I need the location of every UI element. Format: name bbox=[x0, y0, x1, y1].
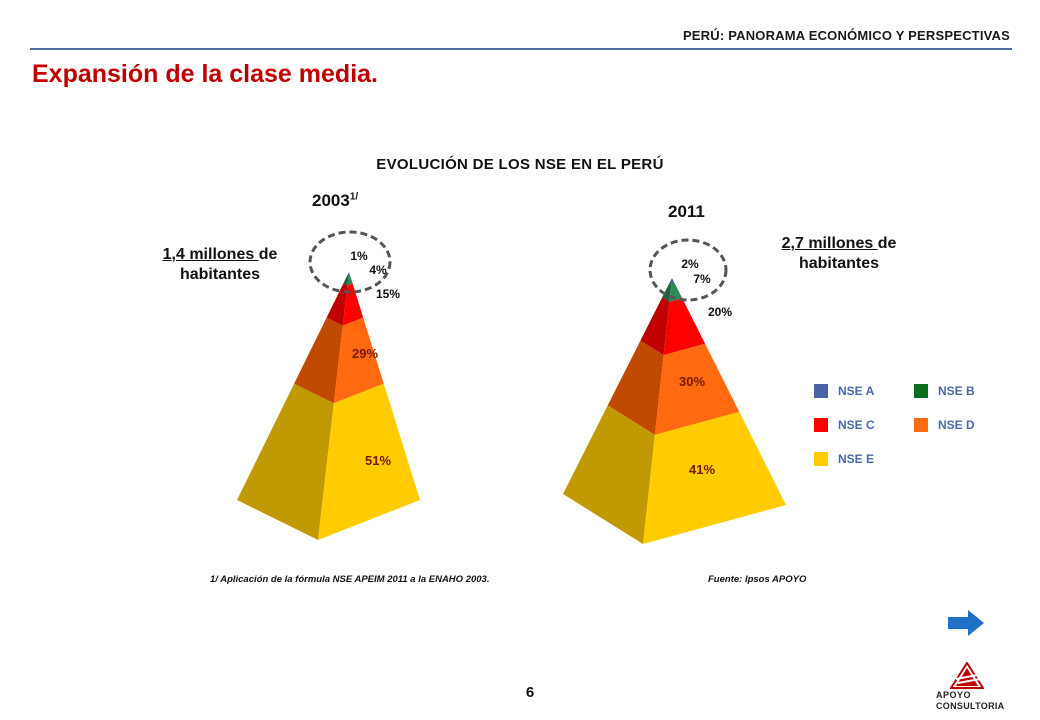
legend-swatch-nse-a bbox=[814, 384, 828, 398]
pyramid-2003-nse-e-left-face bbox=[237, 383, 334, 540]
arrow-right-icon[interactable] bbox=[946, 608, 986, 638]
pyramid-2011-nse-a-left-face bbox=[669, 278, 672, 284]
legend-item-nse-c: NSE C bbox=[814, 418, 914, 432]
chart-title: EVOLUCIÓN DE LOS NSE EN EL PERÚ bbox=[376, 156, 664, 173]
header-rule bbox=[30, 48, 1012, 50]
pyramid-2003-label-nse-a: 1% bbox=[350, 249, 368, 263]
pyramid-2011-label-nse-d: 30% bbox=[679, 374, 705, 389]
year-label-2003: 20031/ bbox=[312, 191, 359, 210]
pyramid-2011: 2%7% 20% 30% 41% bbox=[563, 238, 786, 544]
legend-swatch-nse-c bbox=[814, 418, 828, 432]
pyramid-2003-label-nse-b: 4% bbox=[369, 263, 387, 277]
population-2011-unit: habitantes bbox=[798, 255, 879, 272]
legend-item-nse-d: NSE D bbox=[914, 418, 1014, 432]
legend-item-nse-e: NSE E bbox=[814, 452, 914, 466]
pyramid-2003-label-nse-e: 51% bbox=[365, 453, 391, 468]
population-2003-amount: 1,4 millones bbox=[162, 246, 259, 263]
pyramid-2003-nse-d-front-face bbox=[333, 317, 384, 404]
pyramid-2003-nse-e-front-face bbox=[318, 383, 420, 540]
population-2003-unit: habitantes bbox=[179, 266, 260, 283]
pyramid-2011-nse-d-left-face bbox=[607, 340, 664, 435]
pyramid-2011-highlight-ring bbox=[648, 238, 728, 302]
pyramid-2011-nse-d-front-face bbox=[654, 343, 740, 435]
pyramid-2003-highlight-ring bbox=[308, 230, 392, 294]
population-2011: 2,7 millones de habitantes bbox=[781, 235, 897, 272]
page-title: Expansión de la clase media. bbox=[32, 60, 378, 88]
pyramid-2003-label-nse-d: 29% bbox=[352, 346, 378, 361]
pyramid-2003-nse-c-front-face bbox=[342, 283, 364, 326]
pyramid-2011-nse-e-front-face bbox=[643, 411, 786, 544]
legend-item-nse-a: NSE A bbox=[814, 384, 914, 398]
pyramid-2003-nse-b-front-face bbox=[347, 274, 353, 286]
page-number: 6 bbox=[525, 684, 535, 701]
pyramid-2011-nse-c-left-face bbox=[640, 297, 670, 356]
pyramid-2011-label-nse-e: 41% bbox=[689, 462, 715, 477]
population-2011-amount: 2,7 millones bbox=[781, 235, 878, 252]
legend-item-nse-b: NSE B bbox=[914, 384, 1014, 398]
year-label-2011: 2011 bbox=[668, 202, 705, 221]
pyramid-2011-label-nse-c: 20% bbox=[708, 305, 732, 319]
pyramid-2003-nse-a-front-face bbox=[348, 272, 350, 275]
pyramid-2011-label-nse-b: 7% bbox=[693, 272, 711, 286]
pyramid-2003-nse-c-left-face bbox=[326, 283, 348, 326]
pyramid-2011-nse-e-left-face bbox=[563, 405, 655, 544]
legend-swatch-nse-e bbox=[814, 452, 828, 466]
pyramid-2003: 1%4% 15% 29% 51% bbox=[237, 230, 420, 540]
logo-text-line2: CONSULTORIA bbox=[936, 701, 1005, 711]
header-text: PERÚ: PANORAMA ECONÓMICO Y PERSPECTIVAS bbox=[682, 28, 1010, 43]
pyramid-2003-label-nse-c: 15% bbox=[376, 287, 400, 301]
pyramid-2011-nse-a-front-face bbox=[671, 278, 675, 284]
apoyo-logo-icon bbox=[950, 662, 984, 689]
pyramid-2011-label-nse-a: 2% bbox=[681, 257, 699, 271]
pyramid-2003-nse-b-left-face bbox=[343, 274, 349, 286]
pyramid-2011-nse-c-front-face bbox=[663, 298, 706, 356]
population-2003: 1,4 millones de habitantes bbox=[162, 246, 278, 283]
legend-swatch-nse-b bbox=[914, 384, 928, 398]
year-note: 1/ bbox=[349, 191, 359, 203]
pyramid-2003-nse-d-left-face bbox=[294, 317, 343, 404]
pyramid-2003-nse-a-left-face bbox=[347, 272, 349, 275]
footnote: 1/ Aplicación de la fórmula NSE APEIM 20… bbox=[210, 574, 490, 585]
legend-swatch-nse-d bbox=[914, 418, 928, 432]
logo-text-line1: APOYO bbox=[936, 690, 972, 700]
source-note: Fuente: Ipsos APOYO bbox=[708, 574, 807, 585]
